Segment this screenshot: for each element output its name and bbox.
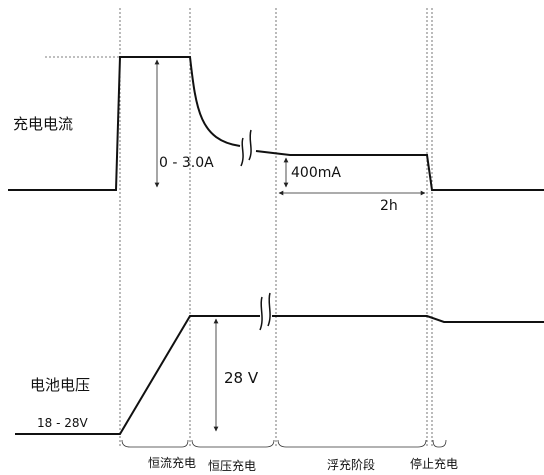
float-duration-label: 2h <box>380 198 398 214</box>
voltage-curve <box>15 315 544 435</box>
current-curve-part-2 <box>255 150 544 191</box>
phase-label-stop: 停止充电 <box>410 456 458 471</box>
voltage-curve-part-2 <box>272 315 544 323</box>
phase-label-constant-voltage: 恒压充电 <box>208 458 256 473</box>
bracket-constant-voltage <box>191 439 275 448</box>
float-current-label: 400mA <box>291 165 341 181</box>
voltage-curve-part-1 <box>15 315 260 435</box>
current-range-label: 0 - 3.0A <box>159 155 214 171</box>
phase-dividers <box>119 8 433 448</box>
voltage-range-label: 18 - 28V <box>37 416 88 430</box>
battery-voltage-label: 电池电压 <box>30 376 90 394</box>
phase-label-float: 浮充阶段 <box>327 457 375 472</box>
charge-current-label: 充电电流 <box>13 115 73 133</box>
current-curve <box>8 56 544 191</box>
voltage-level-label: 28 V <box>224 369 259 387</box>
current-break-mark <box>240 129 252 167</box>
current-curve-part-1 <box>8 56 241 191</box>
bracket-stop <box>432 439 447 448</box>
phase-label-constant-current: 恒流充电 <box>148 455 196 470</box>
bracket-constant-current <box>121 439 189 448</box>
bracket-float <box>277 439 427 448</box>
phase-brackets <box>121 439 447 448</box>
voltage-break-mark <box>259 292 271 331</box>
